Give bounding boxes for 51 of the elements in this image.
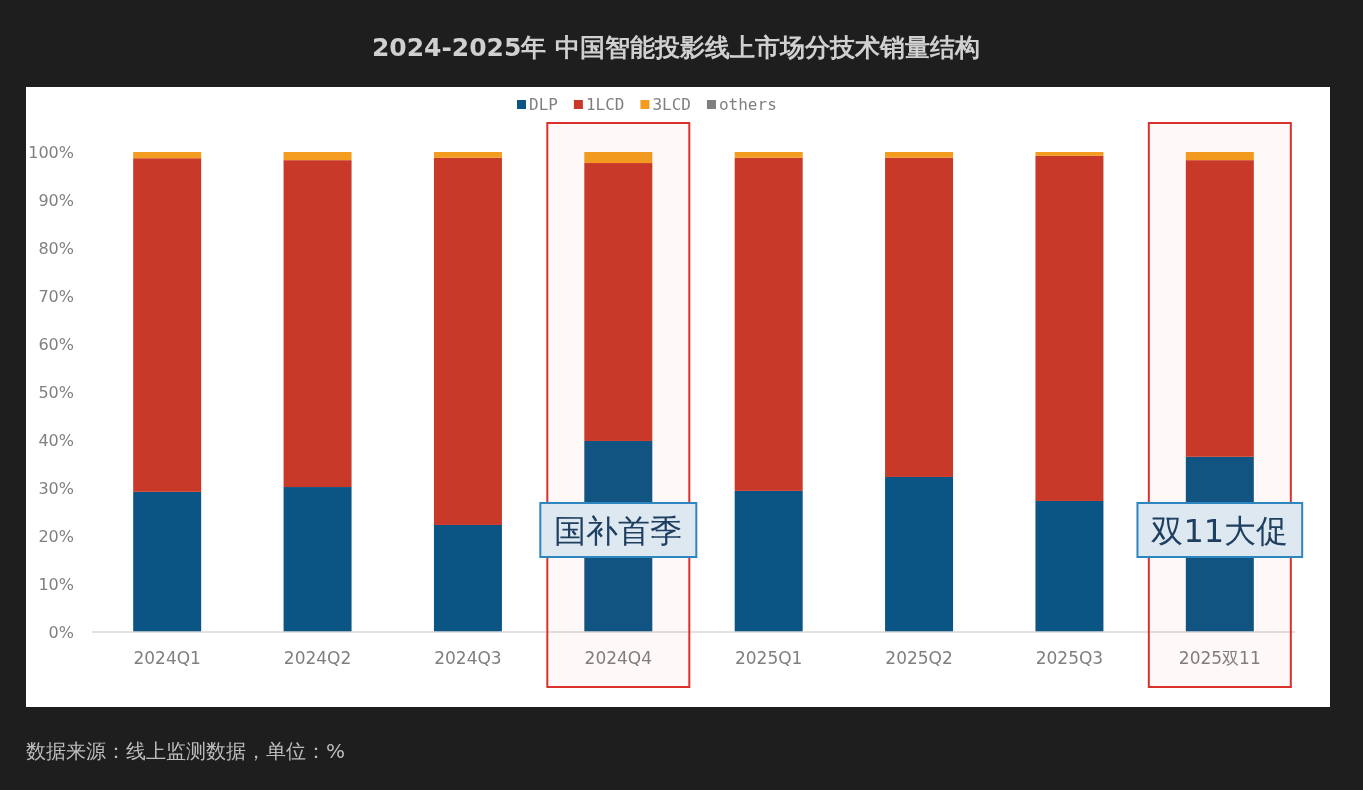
x-tick-label: 2025Q1	[734, 648, 803, 668]
y-tick-label: 20%	[38, 527, 74, 546]
y-tick-label: 0%	[48, 623, 74, 642]
bar	[584, 152, 653, 164]
y-tick-label: 10%	[38, 575, 74, 594]
bar	[133, 152, 202, 159]
bar	[885, 152, 954, 158]
x-tick-label: 2024Q4	[584, 648, 653, 668]
bar	[584, 163, 653, 441]
bar	[885, 476, 954, 632]
bar	[283, 152, 352, 161]
bar	[1035, 500, 1104, 632]
x-tick-label: 2025双11	[1178, 648, 1261, 668]
bar	[283, 487, 352, 632]
annotation: 国补首季	[554, 512, 683, 550]
bar	[433, 524, 502, 632]
y-tick-label: 70%	[38, 287, 74, 306]
y-tick-label: 30%	[38, 479, 74, 498]
bar	[1035, 152, 1104, 156]
bar	[1185, 152, 1254, 161]
bar	[433, 152, 502, 158]
bar	[1185, 160, 1254, 457]
x-tick-label: 2025Q3	[1035, 648, 1104, 668]
legend-label: 3LCD	[652, 95, 691, 114]
y-tick-label: 50%	[38, 383, 74, 402]
y-tick-label: 90%	[38, 191, 74, 210]
bar	[1035, 155, 1104, 501]
annotation: 双11大促	[1151, 512, 1289, 550]
chart-title: 2024-2025年 中国智能投影线上市场分技术销量结构	[371, 33, 981, 62]
bar	[734, 157, 803, 491]
bar	[283, 160, 352, 488]
bar	[885, 157, 954, 477]
y-tick-label: 60%	[38, 335, 74, 354]
bar	[734, 152, 803, 158]
legend-label: DLP	[529, 95, 558, 114]
legend-label: 1LCD	[585, 95, 625, 114]
annotation: 国补首季	[539, 502, 698, 558]
x-tick-label: 2024Q2	[283, 648, 352, 668]
y-tick-label: 40%	[38, 431, 74, 450]
bar	[133, 158, 202, 492]
x-tick-label: 2025Q2	[885, 648, 953, 668]
bar	[433, 157, 502, 525]
y-tick-label: 80%	[38, 239, 74, 258]
source-note: 数据来源：线上监测数据，单位：%	[26, 739, 346, 763]
bar	[133, 491, 202, 632]
x-tick-label: 2024Q1	[133, 648, 201, 668]
legend-label: others	[718, 95, 777, 114]
annotation: 双11大促	[1136, 502, 1304, 558]
x-tick-label: 2024Q3	[434, 648, 502, 668]
bar	[734, 490, 803, 632]
y-tick-label: 100%	[28, 143, 74, 162]
